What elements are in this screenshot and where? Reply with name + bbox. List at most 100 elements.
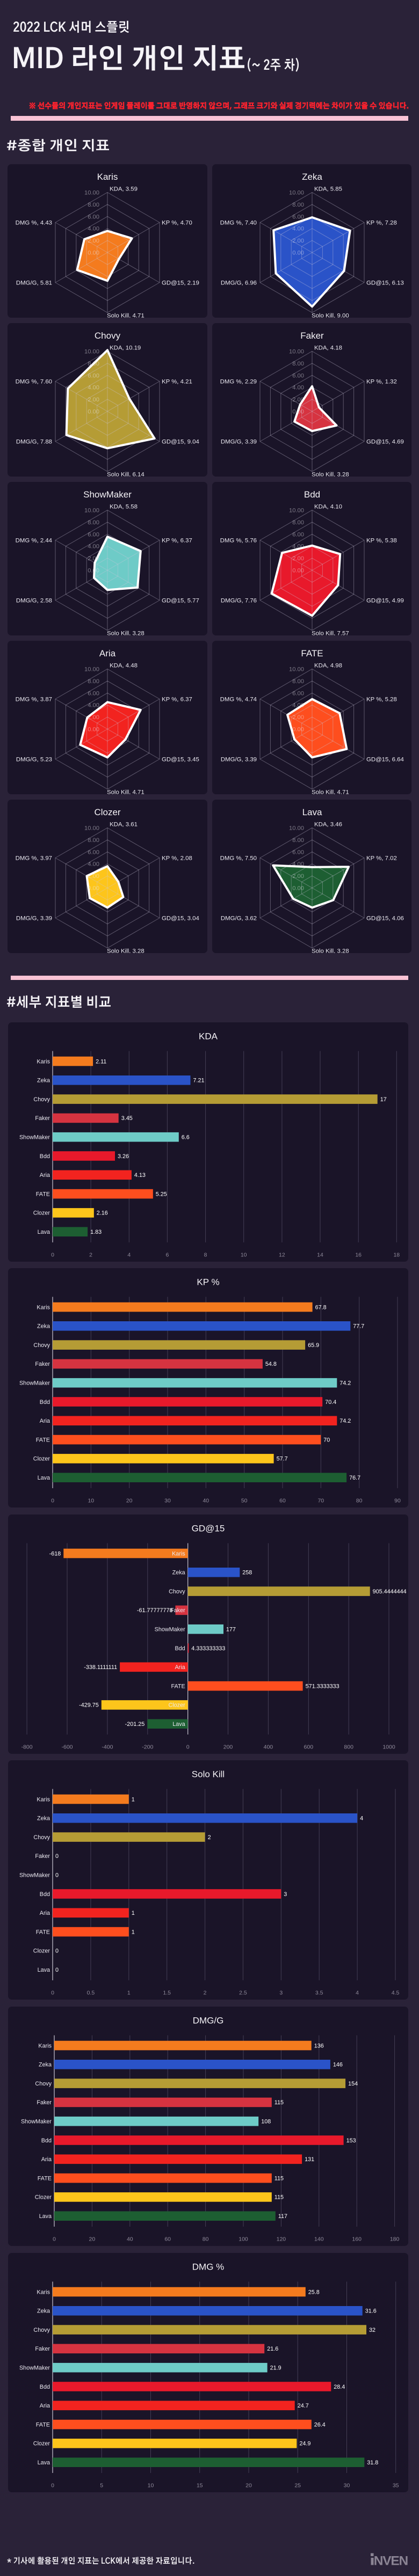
svg-text:8: 8 (204, 1252, 207, 1258)
svg-text:0: 0 (51, 2482, 54, 2489)
svg-text:ShowMaker: ShowMaker (19, 1872, 50, 1879)
svg-text:KP %, 2.08: KP %, 2.08 (162, 855, 192, 862)
svg-text:6.00: 6.00 (292, 214, 304, 220)
svg-text:Clozer: Clozer (168, 1702, 185, 1708)
svg-text:25: 25 (294, 2482, 301, 2489)
svg-text:3: 3 (279, 1990, 283, 1996)
svg-text:15: 15 (197, 2482, 203, 2489)
svg-text:Lava: Lava (302, 807, 322, 817)
svg-text:FATE: FATE (38, 2175, 52, 2182)
svg-text:2.11: 2.11 (96, 1058, 106, 1065)
svg-text:DMG/G, 7.76: DMG/G, 7.76 (220, 598, 256, 604)
svg-text:100: 100 (239, 2236, 248, 2242)
svg-text:Zeka: Zeka (302, 172, 322, 182)
svg-text:GD@15, 3.45: GD@15, 3.45 (162, 757, 199, 763)
svg-text:Zeka: Zeka (39, 2061, 52, 2068)
svg-text:57.7: 57.7 (277, 1456, 288, 1462)
svg-text:10.00: 10.00 (289, 190, 304, 196)
svg-text:4.00: 4.00 (292, 226, 304, 232)
svg-text:80: 80 (203, 2236, 209, 2242)
svg-text:6.00: 6.00 (292, 372, 304, 379)
svg-text:Faker: Faker (37, 2099, 52, 2106)
svg-text:6.00: 6.00 (292, 531, 304, 538)
svg-text:Solo Kill: Solo Kill (192, 1769, 225, 1780)
svg-text:DMG/G, 3.62: DMG/G, 3.62 (220, 916, 256, 922)
svg-text:50: 50 (241, 1498, 248, 1504)
svg-text:Bdd: Bdd (40, 2383, 50, 2390)
svg-text:FATE: FATE (36, 1191, 50, 1197)
svg-text:60: 60 (164, 2236, 171, 2242)
svg-text:2.00: 2.00 (292, 555, 304, 562)
svg-text:Lava: Lava (38, 1229, 50, 1235)
svg-text:4.333333333: 4.333333333 (191, 1645, 225, 1651)
svg-text:2: 2 (204, 1990, 207, 1996)
svg-text:115: 115 (274, 2099, 284, 2106)
svg-text:65.9: 65.9 (308, 1342, 319, 1349)
svg-text:DMG %, 7.40: DMG %, 7.40 (220, 220, 256, 226)
svg-text:DMG %, 7.60: DMG %, 7.60 (16, 379, 52, 385)
svg-text:GD@15, 2.19: GD@15, 2.19 (162, 280, 199, 287)
svg-text:20: 20 (89, 2236, 96, 2242)
svg-text:Clozer: Clozer (33, 1210, 50, 1216)
svg-text:KDA: KDA (199, 1031, 218, 1041)
svg-text:KDA, 4.10: KDA, 4.10 (314, 504, 342, 510)
svg-text:0.00: 0.00 (88, 409, 99, 415)
svg-text:GD@15, 6.64: GD@15, 6.64 (366, 757, 404, 763)
svg-text:Karis: Karis (37, 1304, 50, 1311)
svg-text:31.8: 31.8 (367, 2460, 378, 2466)
svg-text:Bdd: Bdd (40, 1153, 50, 1159)
svg-text:FATE: FATE (301, 648, 323, 658)
svg-text:8.00: 8.00 (88, 678, 99, 685)
svg-text:Solo Kill, 4.71: Solo Kill, 4.71 (312, 789, 349, 795)
svg-text:28.4: 28.4 (334, 2383, 345, 2390)
svg-text:4.00: 4.00 (292, 544, 304, 550)
svg-text:KP %, 4.70: KP %, 4.70 (162, 220, 192, 226)
svg-text:136: 136 (314, 2043, 324, 2049)
svg-text:21.6: 21.6 (267, 2346, 278, 2352)
svg-text:2: 2 (208, 1834, 211, 1841)
svg-text:DMG %: DMG % (192, 2262, 225, 2272)
svg-text:4: 4 (360, 1816, 363, 1822)
svg-text:8.00: 8.00 (292, 678, 304, 685)
svg-text:Solo Kill, 6.14: Solo Kill, 6.14 (107, 472, 145, 477)
svg-text:4.00: 4.00 (88, 226, 99, 232)
svg-text:KP %, 7.28: KP %, 7.28 (366, 220, 397, 226)
svg-text:1: 1 (132, 1797, 135, 1803)
svg-text:DMG/G, 3.39: DMG/G, 3.39 (16, 916, 52, 922)
svg-text:DMG %, 7.50: DMG %, 7.50 (220, 855, 256, 862)
svg-text:6.00: 6.00 (292, 690, 304, 697)
svg-text:ShowMaker: ShowMaker (83, 489, 132, 500)
svg-text:115: 115 (274, 2194, 284, 2201)
svg-text:0: 0 (53, 2236, 56, 2242)
svg-text:Aria: Aria (40, 1172, 50, 1179)
svg-text:Clozer: Clozer (33, 1948, 50, 1955)
svg-text:KP %: KP % (197, 1277, 219, 1287)
svg-text:KP %, 6.37: KP %, 6.37 (162, 697, 192, 703)
svg-text:0: 0 (55, 1872, 59, 1879)
svg-text:160: 160 (352, 2236, 362, 2242)
svg-text:KDA, 4.98: KDA, 4.98 (314, 663, 342, 669)
svg-text:KP %, 7.02: KP %, 7.02 (366, 855, 397, 862)
svg-text:31.6: 31.6 (365, 2308, 377, 2314)
svg-text:ShowMaker: ShowMaker (21, 2118, 52, 2125)
svg-text:6: 6 (165, 1252, 169, 1258)
svg-text:10: 10 (88, 1498, 94, 1504)
svg-text:DMG %, 4.74: DMG %, 4.74 (220, 697, 256, 703)
svg-text:108: 108 (261, 2118, 271, 2125)
svg-text:5: 5 (100, 2482, 103, 2489)
svg-text:Bdd: Bdd (41, 2138, 52, 2144)
svg-text:KP %, 5.38: KP %, 5.38 (366, 538, 397, 544)
svg-text:0: 0 (55, 1853, 59, 1860)
svg-text:0: 0 (51, 1990, 54, 1996)
svg-text:-200: -200 (142, 1744, 153, 1750)
svg-text:153: 153 (346, 2138, 356, 2144)
svg-text:GD@15, 4.06: GD@15, 4.06 (366, 916, 404, 922)
svg-text:10.00: 10.00 (289, 349, 304, 355)
svg-text:4.00: 4.00 (292, 385, 304, 391)
svg-text:2.00: 2.00 (292, 714, 304, 721)
svg-text:120: 120 (277, 2236, 286, 2242)
svg-text:ShowMaker: ShowMaker (155, 1626, 185, 1633)
svg-text:3.26: 3.26 (118, 1153, 129, 1159)
svg-text:32: 32 (369, 2326, 375, 2333)
svg-text:14: 14 (317, 1252, 323, 1258)
